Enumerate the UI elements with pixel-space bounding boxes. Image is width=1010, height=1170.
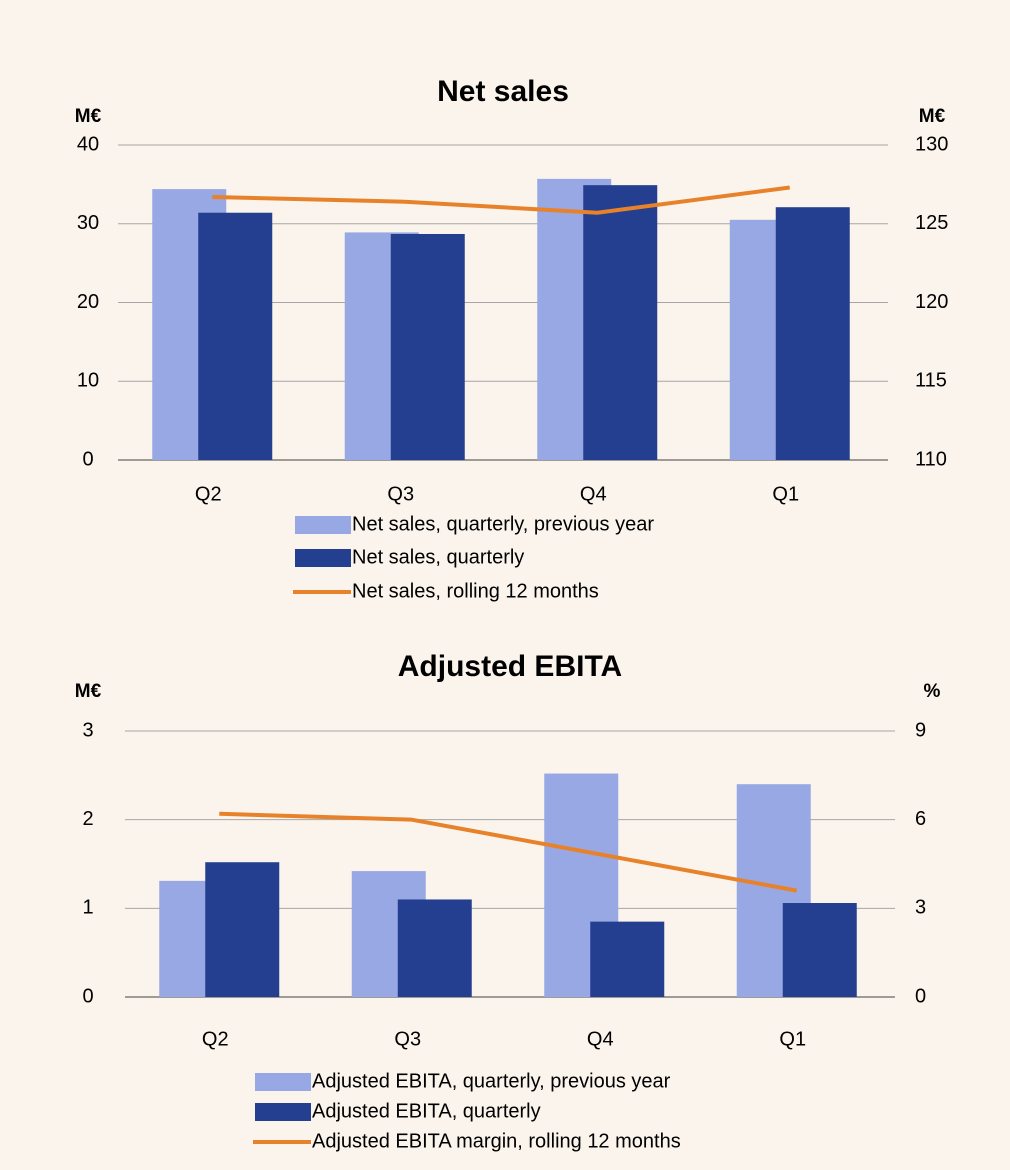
x-tick-label: Q1 [779,1028,806,1050]
y2-tick-label: 110 [915,448,947,470]
bar [782,903,857,997]
bar [590,921,665,997]
y2-tick-label: 120 [915,291,948,313]
legend-label: Net sales, quarterly [352,546,524,568]
y2-tick-label: 130 [915,133,948,155]
bar [390,233,465,460]
y-tick-label: 20 [77,291,99,313]
legend-label: Adjusted EBITA, quarterly, previous year [312,1070,671,1092]
bar [198,212,273,460]
y2-tick-label: 115 [915,370,947,392]
legend-swatch [255,1073,311,1091]
x-tick-label: Q4 [580,483,607,505]
y-axis-unit: M€ [75,106,102,127]
x-tick-label: Q3 [387,483,414,505]
y2-axis-unit: % [924,681,941,702]
y-axis-unit: M€ [75,681,102,702]
chart-title: Net sales [437,75,569,108]
line [212,185,791,215]
chart-title: Adjusted EBITA [398,650,622,683]
y2-axis-unit: M€ [919,106,946,127]
y-tick-label: 30 [77,212,99,234]
x-tick-label: Q2 [202,1028,229,1050]
bar [397,899,472,997]
y-tick-label: 1 [82,897,93,919]
x-tick-label: Q2 [195,483,222,505]
bar [775,207,850,460]
legend-label: Net sales, rolling 12 months [352,580,599,602]
y2-tick-label: 3 [915,897,926,919]
legend-label: Adjusted EBITA margin, rolling 12 months [312,1130,681,1152]
y2-tick-label: 9 [915,719,926,741]
bar [583,185,658,460]
legend-label: Net sales, quarterly, previous year [352,513,654,535]
y2-tick-label: 125 [915,212,948,234]
legend-swatch [295,516,351,534]
y-tick-label: 40 [77,133,99,155]
x-tick-label: Q4 [587,1028,614,1050]
y-tick-label: 3 [82,719,93,741]
legend-swatch [295,549,351,567]
y-tick-label: 0 [82,448,93,470]
y2-tick-label: 6 [915,808,926,830]
x-tick-label: Q3 [394,1028,421,1050]
bar [205,862,280,997]
legend-swatch [255,1103,311,1121]
x-tick-label: Q1 [772,483,799,505]
y-tick-label: 0 [82,985,93,1007]
line [219,811,798,893]
legend-label: Adjusted EBITA, quarterly [312,1100,541,1122]
y2-tick-label: 0 [915,985,926,1007]
y-tick-label: 2 [82,808,93,830]
y-tick-label: 10 [77,370,99,392]
